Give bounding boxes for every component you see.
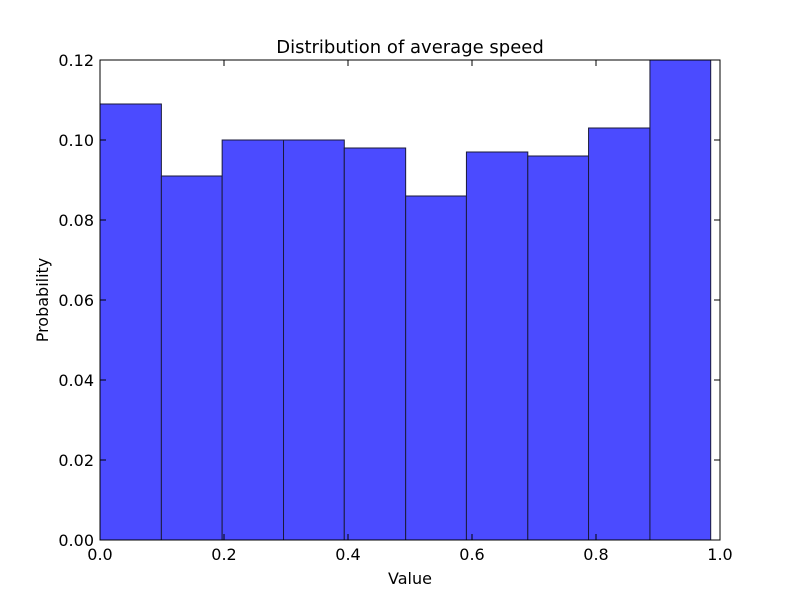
x-tick-label: 0.0 bbox=[87, 545, 112, 564]
y-tick-label: 0.02 bbox=[58, 451, 94, 470]
x-tick-label: 0.4 bbox=[335, 545, 360, 564]
y-axis-label: Probability bbox=[33, 258, 52, 343]
histogram-bar-7 bbox=[465, 151, 529, 541]
histogram-bar-2 bbox=[160, 175, 223, 541]
y-axis: 0.00 0.02 0.04 0.06 0.08 0.10 0.12 bbox=[58, 51, 720, 550]
y-tick-label: 0.12 bbox=[58, 51, 94, 70]
bars-group bbox=[99, 59, 712, 541]
y-tick-label: 0.04 bbox=[58, 371, 94, 390]
x-axis-label: Value bbox=[388, 569, 432, 588]
histogram-bar-4 bbox=[283, 139, 345, 541]
y-tick-label: 0.10 bbox=[58, 131, 94, 150]
histogram-bar-1 bbox=[99, 103, 162, 541]
y-tick-label: 0.00 bbox=[58, 531, 94, 550]
x-axis: 0.0 0.2 0.4 0.6 0.8 1.0 bbox=[87, 60, 733, 564]
x-tick-label: 1.0 bbox=[707, 545, 732, 564]
histogram-bar-10 bbox=[649, 59, 712, 541]
y-tick-label: 0.06 bbox=[58, 291, 94, 310]
histogram-bar-8 bbox=[527, 155, 590, 541]
histogram-bar-3 bbox=[221, 139, 285, 541]
histogram-bar-5 bbox=[343, 147, 407, 541]
histogram-bar-9 bbox=[588, 127, 651, 541]
y-tick-label: 0.08 bbox=[58, 211, 94, 230]
histogram-bar-6 bbox=[405, 195, 467, 541]
x-tick-label: 0.6 bbox=[459, 545, 484, 564]
x-tick-label: 0.8 bbox=[583, 545, 608, 564]
chart-title: Distribution of average speed bbox=[276, 37, 544, 58]
x-tick-label: 0.2 bbox=[211, 545, 236, 564]
